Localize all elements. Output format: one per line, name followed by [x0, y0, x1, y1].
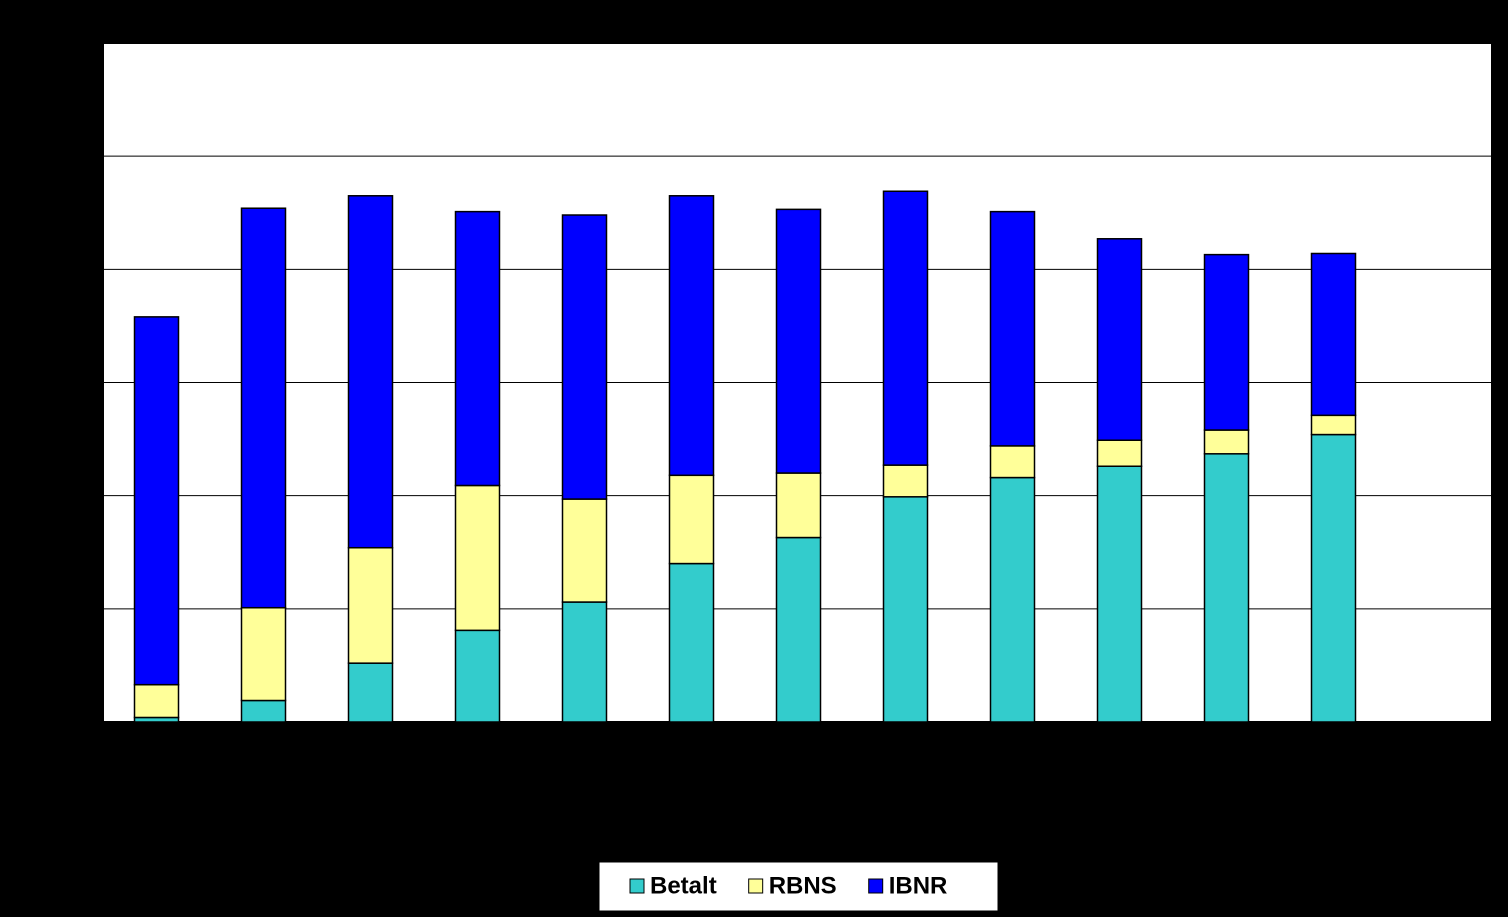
bar-segment [1203, 429, 1250, 455]
bar-segment [882, 190, 929, 466]
bar-segment [347, 546, 394, 664]
bar-segment [240, 699, 287, 723]
bar-segment [454, 629, 501, 723]
y-tick-label: 3 [80, 368, 93, 395]
bar-segment [454, 484, 501, 632]
bar-segment [133, 683, 180, 719]
bar-segment [668, 562, 715, 723]
bar-segment [454, 210, 501, 487]
bar-segment [882, 464, 929, 498]
bar-segment [561, 214, 608, 500]
bar-segment [240, 606, 287, 702]
bar-segment [989, 476, 1036, 723]
bar-segment [882, 496, 929, 723]
y-tick-label: 4 [80, 255, 94, 282]
legend-swatch [629, 878, 645, 894]
y-tick-label: 0 [80, 707, 93, 734]
bar-segment [668, 195, 715, 477]
y-tick-label: 1 [80, 594, 93, 621]
legend [598, 861, 999, 912]
bar-segment [561, 601, 608, 723]
legend-label: IBNR [889, 872, 948, 899]
bar-segment [1310, 433, 1357, 723]
bar-segment [347, 195, 394, 549]
bar-segment [1096, 465, 1143, 723]
y-tick-label: 6 [80, 28, 93, 55]
bar-segment [240, 207, 287, 609]
legend-label: RBNS [769, 872, 837, 899]
bar-segment [775, 472, 822, 539]
bar-segment [1310, 252, 1357, 417]
y-tick-label: 5 [80, 142, 93, 169]
legend-swatch [748, 878, 764, 894]
bar-segment [347, 662, 394, 723]
bar-segment [1203, 253, 1250, 431]
bar-segment [668, 474, 715, 565]
y-tick-label: 2 [80, 481, 93, 508]
bar-segment [775, 536, 822, 723]
bar-segment [989, 445, 1036, 479]
bar-segment [561, 498, 608, 603]
legend-swatch [868, 878, 884, 894]
bar-segment [1310, 414, 1357, 436]
bar-segment [1096, 238, 1143, 441]
bar-segment [133, 316, 180, 686]
bar-segment [989, 210, 1036, 447]
bar-segment [1203, 453, 1250, 723]
legend-label: Betalt [650, 872, 717, 899]
bar-segment [1096, 439, 1143, 467]
bar-segment [775, 208, 822, 474]
